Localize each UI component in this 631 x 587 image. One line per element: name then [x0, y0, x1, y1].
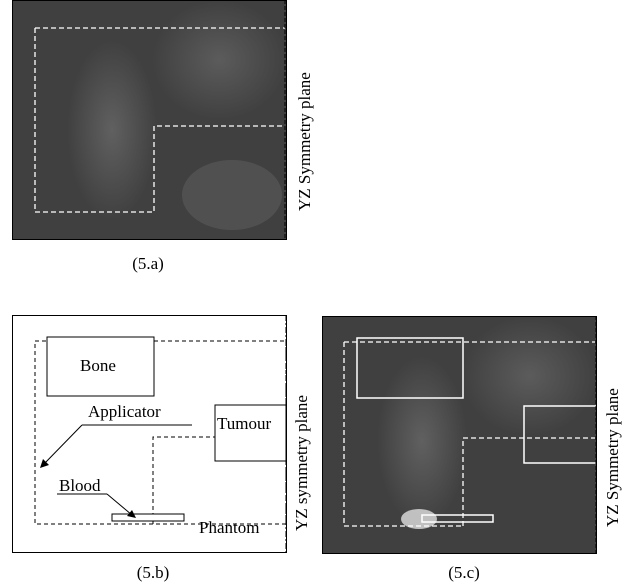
symmetry-plane-label-b: YZ symmetry plane	[292, 395, 311, 531]
symmetry-plane-label-a: YZ Symmetry plane	[295, 72, 314, 211]
bone-overlay	[356, 337, 464, 399]
blood-vessel-box	[111, 513, 185, 522]
caption-b: (5.b)	[136, 563, 170, 582]
blood-overlay	[421, 514, 494, 523]
symmetry-plane-label-c: YZ Symmetry plane	[603, 388, 622, 527]
tumour-overlay	[523, 405, 597, 464]
bone-box	[46, 336, 155, 397]
field-plot-c	[322, 316, 597, 554]
bone-label: Bone	[80, 356, 116, 375]
blood-label: Blood	[59, 476, 101, 495]
caption-a: (5.a)	[132, 254, 164, 273]
applicator-label: Applicator	[88, 402, 161, 421]
field-plot-a	[12, 0, 287, 240]
tumour-label: Tumour	[217, 414, 272, 433]
tumour-box	[214, 404, 287, 462]
phantom-label: Phantom	[199, 518, 259, 537]
caption-c: (5.c)	[448, 563, 480, 582]
schematic-b: Bone Applicator Tumour Blood Phantom	[12, 315, 287, 553]
